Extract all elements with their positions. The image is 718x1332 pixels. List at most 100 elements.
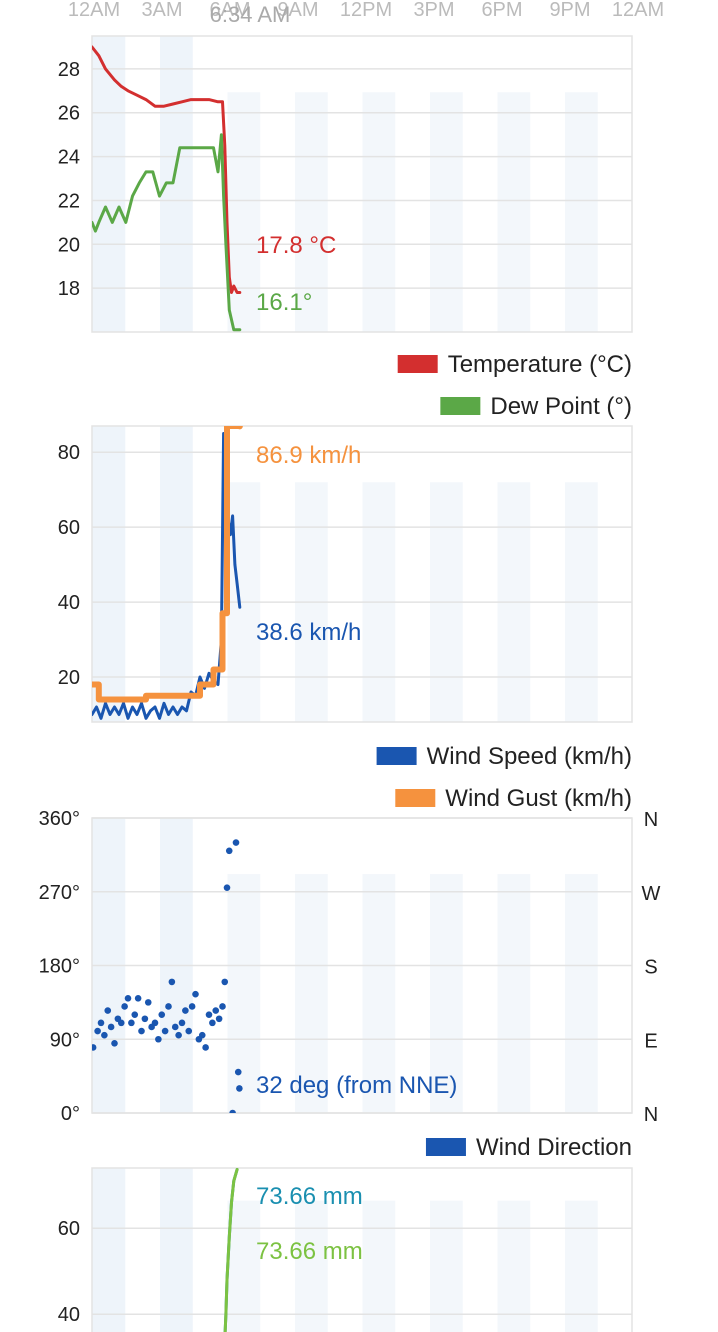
time-band [497,874,531,1113]
data-point [205,1011,213,1018]
data-point [92,1044,97,1051]
y-tick-label: 60 [58,1218,80,1240]
legend-swatch [440,397,481,415]
plot-frame [91,817,633,1114]
data-point [128,1019,135,1027]
data-point [188,1003,196,1010]
data-point [225,847,233,855]
time-band [565,874,598,1113]
y-tick-label: 180° [39,956,80,978]
data-point [229,1109,236,1113]
data-point [97,1019,105,1027]
rainfall-chart: 40 60 73.66 mm 73.66 mm [58,1167,633,1332]
time-band [295,92,328,332]
y-right-tick-label: W [642,883,661,905]
data-point [124,994,132,1002]
legend-swatch [425,1138,466,1156]
data-point [185,1027,193,1035]
time-tick-label: 6PM [481,0,522,21]
wind-speed-chart: 20 40 60 80 86.9 km/h 38.6 km/h Wind Speed (km… [58,425,633,812]
plot-frame [91,1167,633,1332]
data-point [101,1031,108,1039]
series-line [92,133,242,332]
time-band [362,874,396,1113]
data-point [134,994,142,1002]
y-tick-label: 80 [58,442,80,464]
data-point [215,1015,223,1023]
legend-label: Wind Speed (km/h) [427,743,632,770]
data-point [121,1003,128,1010]
legend-swatch [376,747,417,765]
time-tick-label: 12AM [68,0,120,21]
plot-frame [91,425,633,723]
y-right-tick-label: S [644,957,657,979]
y-tick-label: 60 [58,517,80,539]
data-point [144,999,152,1006]
data-point [168,978,176,986]
temperature-chart: 18 20 22 24 26 28 17.8 °C 16.1° Temperature (°C)… [58,35,633,420]
legend-swatch [397,355,438,373]
data-point [178,1019,186,1027]
time-band [565,1200,598,1332]
y-right-tick-label: N [644,1104,658,1126]
data-point [107,1023,115,1031]
time-tick-label: 9PM [549,0,590,21]
y-tick-label: 0° [61,1103,80,1125]
time-band [227,874,261,1113]
data-point [104,1007,112,1014]
current-value-readout: 73.66 mm [256,1183,363,1210]
data-point [209,1019,216,1027]
time-tick-label: 3PM [413,0,454,21]
legend-label: Dew Point (°) [490,393,632,420]
legend-label: Wind Direction [476,1134,632,1161]
time-band [160,1168,193,1332]
time-band [227,1200,261,1332]
data-point [232,839,240,846]
series-line [92,45,242,294]
data-point [234,1068,242,1076]
time-band [430,1200,463,1332]
current-value-readout: 73.66 mm [256,1238,363,1265]
data-point [158,1011,166,1018]
time-band [295,1200,328,1332]
y-tick-label: 22 [58,190,80,212]
data-point [175,1031,182,1039]
time-band [497,92,531,332]
data-point [212,1007,220,1014]
data-point [192,990,199,998]
data-point [138,1027,145,1035]
time-band [362,92,396,332]
data-point [161,1027,169,1035]
time-tick-label: 6AM [209,0,250,21]
time-tick-label: 9AM [277,0,318,21]
current-value-readout: 17.8 °C [256,232,336,259]
legend-swatch [395,789,436,807]
y-tick-label: 24 [58,147,80,169]
data-point [221,978,229,986]
current-time-label: 6:34 AM [210,2,291,27]
y-right-tick-label: E [644,1030,657,1052]
y-tick-label: 40 [58,592,80,614]
y-tick-label: 26 [58,103,80,125]
wind-direction-chart: 0° 90° 180° 270° 360° N E S W N 32 deg (from NNE) W… [39,808,661,1161]
time-band [160,426,193,722]
time-band [362,1200,396,1332]
data-point [223,884,231,891]
data-point [165,1003,172,1010]
data-point [111,1040,118,1047]
y-tick-label: 270° [39,882,80,904]
time-band [430,92,463,332]
time-band [92,1168,126,1332]
legend-label: Temperature (°C) [448,351,632,378]
current-value-readout: 86.9 km/h [256,442,361,469]
y-tick-label: 18 [58,278,80,300]
time-tick-label: 12PM [340,0,392,21]
time-tick-label: 3AM [141,0,182,21]
legend-label: Wind Gust (km/h) [445,785,632,812]
y-tick-label: 28 [58,59,80,81]
current-value-readout: 16.1° [256,289,312,316]
series-line [223,1168,239,1332]
current-value-readout: 38.6 km/h [256,619,361,646]
time-band [295,874,328,1113]
